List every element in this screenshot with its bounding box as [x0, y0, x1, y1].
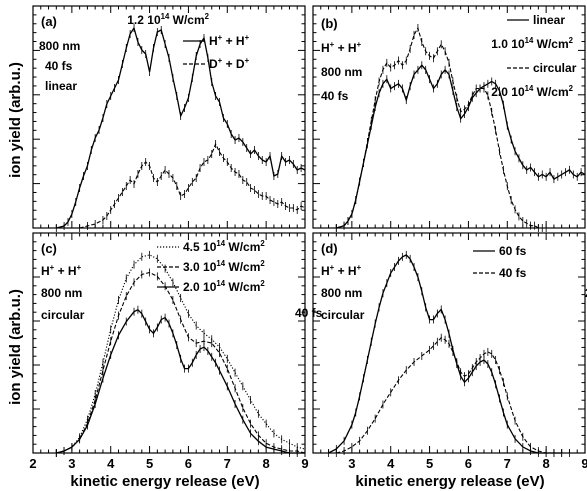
- plot-frame: [32, 5, 306, 229]
- series-line-2: [56, 309, 305, 454]
- x-tick-label: 2: [29, 456, 36, 471]
- x-tick-label: 4: [107, 456, 115, 471]
- annotation: (c): [41, 241, 57, 256]
- intensity-label: 2.0 1014 W/cm2: [491, 84, 573, 99]
- x-tick-label: 6: [465, 456, 472, 471]
- series-line-0: [336, 64, 586, 229]
- plot-frame: [312, 5, 586, 229]
- x-tick-label: 9: [301, 456, 308, 471]
- annotation: 800 nm: [39, 39, 80, 53]
- annotation: linear: [45, 79, 77, 93]
- annotation: 800 nm: [41, 286, 82, 300]
- x-tick-label: 8: [263, 456, 270, 471]
- panel-c: 2 3 4 5 6 7 8 9 (c) H+ + H+ 800 nm circular 40 fs 4.5…: [29, 232, 323, 471]
- annotation: circular: [321, 308, 365, 322]
- annotation: H+ + H+: [321, 263, 362, 278]
- series-line-0: [328, 254, 562, 454]
- legend-label: 40 fs: [499, 266, 527, 280]
- legend-label: H+ + H+: [209, 33, 250, 48]
- panel-b: (b) H+ + H+ 800 nm 40 fs 1.0 1014 W/cm2 2.0 1…: [312, 5, 586, 232]
- annotation: 40 fs: [321, 89, 349, 103]
- x-tick-label: 8: [543, 456, 550, 471]
- annotation: 800 nm: [321, 65, 362, 79]
- x-tick-label: 4: [387, 456, 395, 471]
- y-axis-label-top: ion yield (arb.u.): [7, 62, 24, 178]
- intensity-label: 1.2 1014 W/cm2: [127, 12, 209, 27]
- x-tick-label: 5: [426, 456, 433, 471]
- annotation: H+ + H+: [41, 263, 82, 278]
- annotation: 800 nm: [321, 286, 362, 300]
- annotation: 2.3 1014 W/cm2: [585, 285, 587, 300]
- legend-label: circular: [533, 61, 577, 75]
- legend-label: 4.5 1014 W/cm2: [183, 239, 265, 254]
- intensity-label: 1.0 1014 W/cm2: [491, 36, 573, 51]
- annotation: (b): [321, 16, 338, 31]
- legend-label: D+ + D+: [209, 56, 250, 71]
- legend-label: 2.0 1014 W/cm2: [183, 279, 265, 294]
- legend-label: linear: [533, 13, 565, 27]
- annotation: (a): [41, 14, 57, 29]
- y-axis-label-bottom: ion yield (arb.u.): [7, 289, 24, 405]
- annotation: (d): [321, 241, 338, 256]
- series-line-1: [336, 26, 547, 229]
- annotation: 40 fs: [45, 59, 73, 73]
- legend-label: 60 fs: [499, 244, 527, 258]
- annotation: 40 fs: [295, 306, 323, 320]
- x-tick-label: 5: [146, 456, 153, 471]
- annotation: circular: [41, 308, 85, 322]
- annotation: H+ + H+: [321, 40, 362, 55]
- x-axis-label-right: kinetic energy release (eV): [355, 473, 544, 490]
- x-tick-label: 3: [68, 456, 75, 471]
- x-tick-label: 7: [504, 456, 511, 471]
- series-line-0: [56, 254, 306, 454]
- x-tick-label: 3: [348, 456, 355, 471]
- x-tick-label: 6: [185, 456, 192, 471]
- x-tick-label: 7: [224, 456, 231, 471]
- x-tick-label: 9: [581, 456, 587, 471]
- plot-frame: [32, 232, 306, 454]
- panel-d: 3 4 5 6 7 8 9 (d) H+ + H+ 800 nm circular 2.3 1014 …: [312, 232, 587, 471]
- series-line-0: [56, 26, 306, 229]
- series-line-1: [79, 142, 306, 229]
- plot-frame: [312, 232, 586, 454]
- x-axis-label-left: kinetic energy release (eV): [70, 473, 259, 490]
- legend-label: 3.0 1014 W/cm2: [183, 259, 265, 274]
